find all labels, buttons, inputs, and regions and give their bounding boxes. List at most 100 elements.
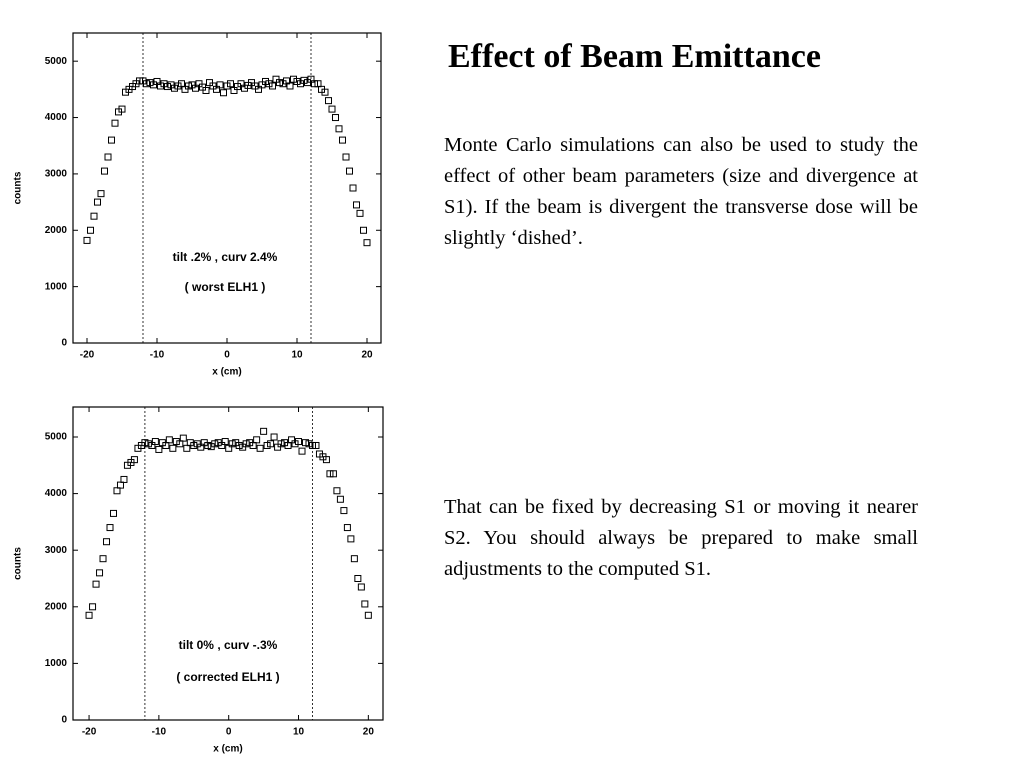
marker	[101, 167, 108, 175]
marker	[179, 434, 187, 442]
marker	[256, 444, 264, 452]
marker	[361, 600, 369, 608]
marker	[111, 119, 119, 127]
marker	[269, 82, 276, 90]
marker	[346, 167, 353, 175]
marker	[356, 209, 364, 217]
marker	[116, 481, 124, 489]
marker	[286, 82, 294, 90]
annotation: ( worst ELH1 )	[185, 280, 266, 294]
plot-frame	[72, 406, 384, 721]
paragraph: Monte Carlo simulations can also be used…	[444, 134, 918, 249]
x-tick-label: -20	[82, 727, 97, 738]
marker	[363, 239, 371, 247]
marker	[342, 153, 350, 161]
y-tick-label: 1000	[45, 658, 68, 669]
marker	[336, 495, 344, 503]
marker	[118, 105, 126, 113]
y-tick-label: 3000	[45, 169, 68, 180]
marker	[130, 456, 138, 464]
marker	[155, 445, 163, 453]
marker	[339, 136, 346, 144]
marker	[165, 436, 173, 444]
marker	[321, 88, 329, 96]
marker	[94, 198, 101, 206]
marker	[357, 583, 365, 591]
marker	[169, 444, 177, 452]
marker	[350, 555, 358, 563]
y-tick-label: 0	[61, 715, 67, 726]
y-tick-label: 2000	[45, 601, 68, 612]
marker	[267, 440, 275, 448]
x-tick-label: 0	[224, 350, 230, 361]
marker	[360, 226, 367, 234]
marker	[335, 125, 343, 133]
marker	[106, 524, 114, 532]
marker	[332, 114, 339, 122]
marker	[99, 555, 107, 563]
marker	[329, 470, 337, 478]
marker	[260, 427, 268, 435]
x-tick-label: -10	[150, 350, 165, 361]
annotation: tilt .2% , curv 2.4%	[173, 250, 278, 264]
marker	[120, 475, 128, 483]
x-tick-label: 20	[363, 727, 375, 738]
y-tick-label: 2000	[45, 225, 68, 236]
marker	[298, 447, 306, 455]
marker	[325, 97, 332, 105]
marker	[347, 535, 355, 543]
y-tick-label: 1000	[45, 281, 68, 292]
slide-title: Effect of Beam Emittance	[448, 38, 821, 75]
y-tick-label: 3000	[45, 545, 68, 556]
marker	[253, 436, 261, 444]
x-tick-label: -10	[152, 727, 167, 738]
annotation: ( corrected ELH1 )	[176, 670, 279, 684]
marker	[85, 611, 93, 619]
marker	[96, 569, 104, 577]
marker	[343, 524, 351, 532]
y-tick-label: 5000	[45, 432, 68, 443]
annotation: tilt 0% , curv -.3%	[179, 638, 278, 652]
marker	[227, 80, 234, 88]
x-tick-label: 20	[361, 350, 373, 361]
y-axis-label: counts	[13, 547, 24, 580]
marker	[83, 236, 91, 244]
marker	[202, 86, 210, 94]
x-tick-label: 10	[293, 727, 305, 738]
marker	[87, 226, 94, 234]
marker	[113, 487, 121, 495]
y-tick-label: 4000	[45, 112, 68, 123]
x-axis-label: x (cm)	[212, 367, 241, 378]
marker	[97, 190, 105, 198]
marker	[108, 136, 115, 144]
x-tick-label: -20	[80, 350, 95, 361]
y-tick-label: 0	[61, 338, 67, 349]
marker	[220, 89, 227, 97]
marker	[221, 438, 229, 446]
marker	[349, 184, 357, 192]
x-tick-label: 0	[226, 727, 232, 738]
marker	[354, 574, 362, 582]
marker	[216, 81, 224, 89]
marker	[270, 433, 278, 441]
marker	[183, 444, 191, 452]
x-axis-label: x (cm)	[213, 744, 242, 755]
marker	[109, 509, 117, 517]
marker	[151, 438, 159, 446]
paragraph: That can be fixed by decreasing S1 or mo…	[444, 496, 918, 580]
marker	[295, 438, 303, 446]
y-tick-label: 5000	[45, 56, 68, 67]
x-tick-label: 10	[291, 350, 303, 361]
marker	[333, 487, 341, 495]
marker	[312, 441, 320, 449]
y-tick-label: 4000	[45, 488, 68, 499]
marker	[90, 212, 98, 220]
marker	[92, 580, 100, 588]
marker	[353, 201, 360, 209]
marker	[328, 105, 336, 113]
y-axis-label: counts	[13, 171, 24, 204]
plot-frame	[72, 32, 382, 344]
marker	[340, 507, 348, 515]
